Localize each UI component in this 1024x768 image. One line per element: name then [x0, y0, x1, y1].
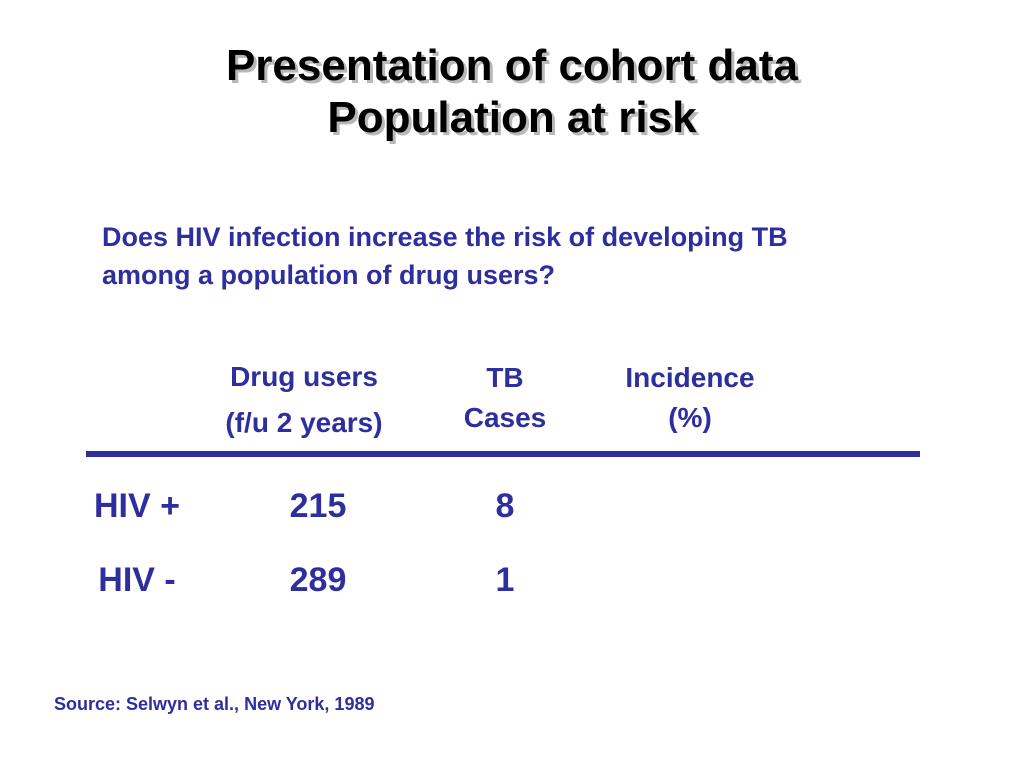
header-divider: [86, 451, 920, 457]
header-drug-users-line-1: Drug users: [230, 361, 378, 392]
header-incidence-line-1: Incidence: [625, 362, 755, 393]
research-question-line-2: among a population of drug users?: [102, 260, 556, 290]
header-incidence: Incidence (%): [590, 358, 790, 438]
research-question: Does HIV infection increase the risk of …: [102, 218, 1002, 294]
slide-title-line-2: Population at risk: [327, 93, 697, 142]
header-tb-cases-line-2: Cases: [463, 402, 547, 433]
header-tb-cases-line-1: TB: [486, 362, 524, 393]
header-drug-users: Drug users (f/u 2 years): [190, 354, 418, 446]
row-hiv-positive-label: HIV +: [94, 487, 180, 525]
research-question-line-1: Does HIV infection increase the risk of …: [102, 222, 788, 252]
slide-title: Presentation of cohort data Population a…: [0, 40, 1024, 144]
row-hiv-negative-drug-users: 289: [289, 561, 347, 599]
row-hiv-negative-tb-cases: 1: [495, 561, 515, 599]
slide-title-line-1: Presentation of cohort data: [225, 41, 799, 90]
header-drug-users-line-2: (f/u 2 years): [225, 407, 383, 438]
header-tb-cases: TB Cases: [430, 358, 580, 438]
row-hiv-positive-drug-users: 215: [289, 487, 347, 525]
source-citation: Source: Selwyn et al., New York, 1989: [54, 694, 375, 714]
header-incidence-line-2: (%): [668, 402, 712, 433]
row-hiv-positive-tb-cases: 8: [495, 487, 515, 525]
row-hiv-negative-label: HIV -: [98, 561, 176, 599]
